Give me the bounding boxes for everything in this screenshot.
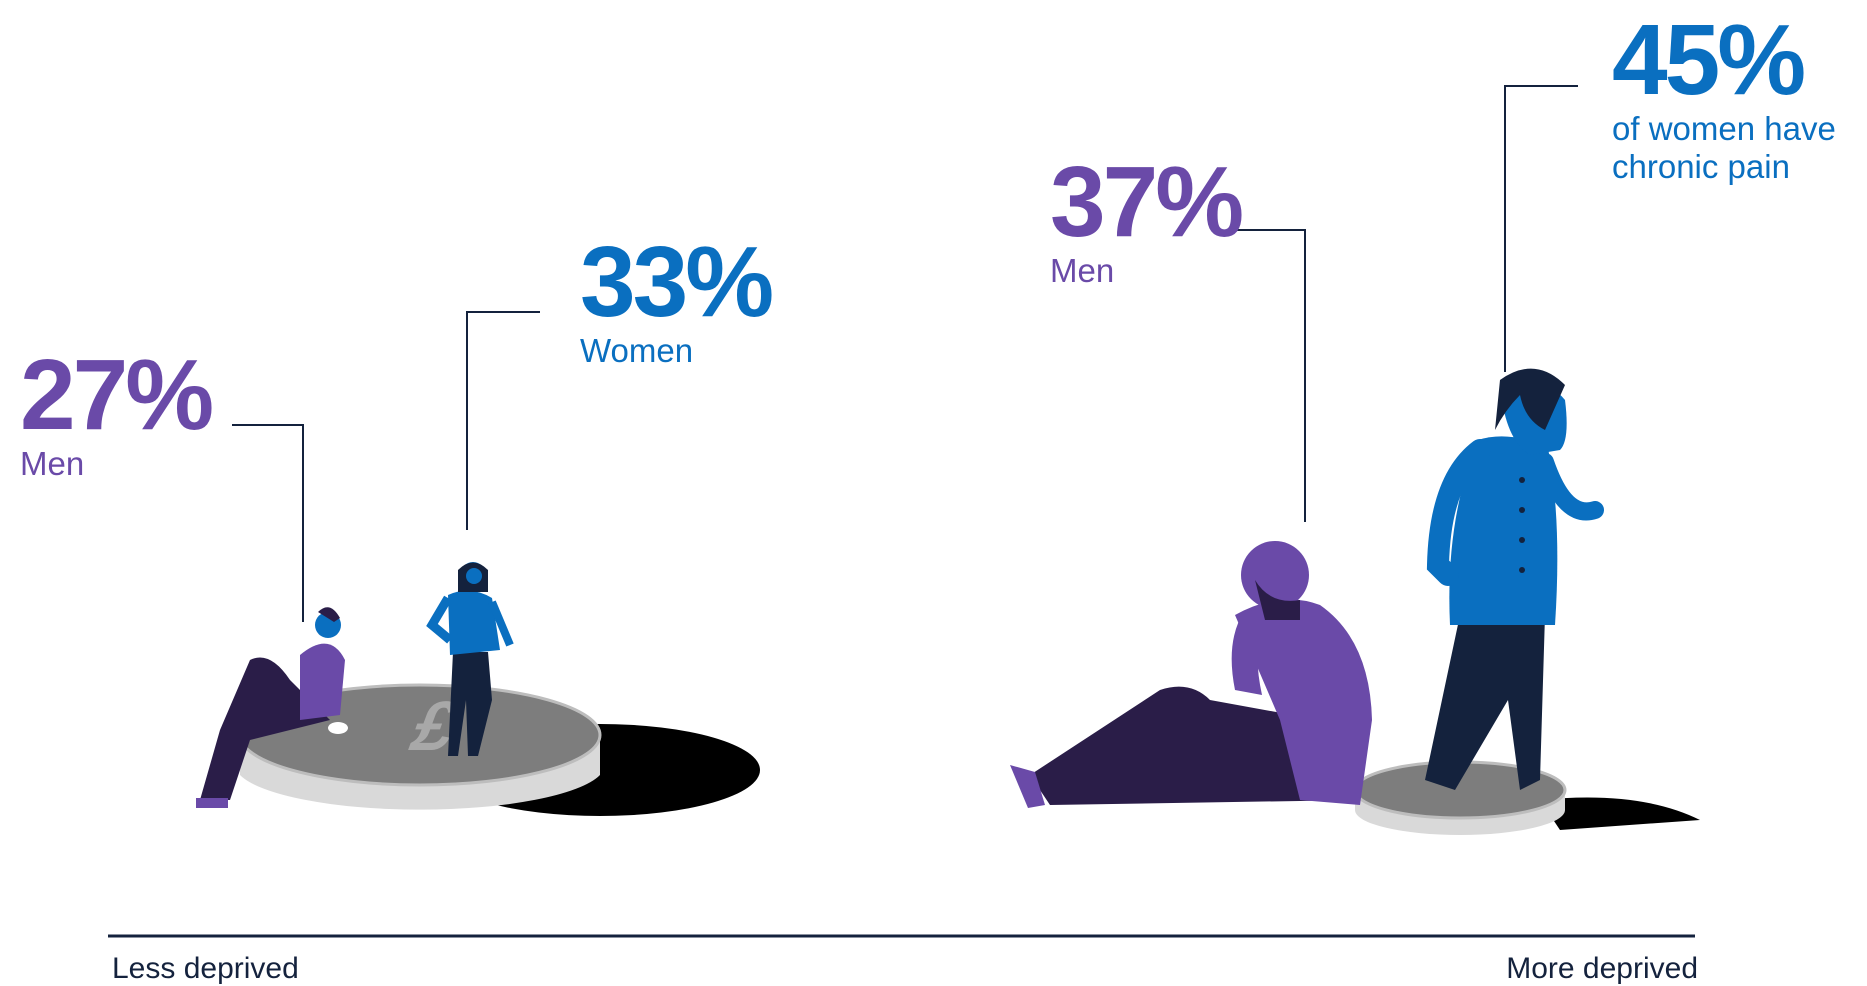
stat-label: Men	[20, 445, 85, 482]
stat-label-line1: of women have	[1612, 110, 1836, 147]
stat-women-less-deprived: 33% Women	[580, 226, 774, 370]
axis-label-less-deprived: Less deprived	[112, 952, 299, 985]
standing-woman-icon	[426, 562, 514, 756]
pound-coin-icon	[1353, 760, 1700, 835]
callout-line-men-more	[1230, 229, 1306, 522]
standing-woman-icon	[1425, 368, 1604, 790]
stat-women-more-deprived: 45% of women have chronic pain	[1612, 10, 1836, 186]
stat-value: 33%	[580, 226, 774, 338]
callout-line-men-less	[232, 424, 304, 622]
stat-value: 27%	[20, 339, 214, 451]
axis-label-more-deprived: More deprived	[1506, 952, 1698, 985]
seated-man-icon	[1010, 541, 1372, 808]
stat-value: 37%	[1050, 146, 1244, 258]
stat-label-line2: chronic pain	[1612, 148, 1790, 185]
stat-men-more-deprived: 37% Men	[1050, 146, 1244, 290]
stat-men-less-deprived: 27% Men	[20, 339, 214, 483]
callout-line-women-more	[1504, 85, 1578, 372]
callout-line-women-less	[466, 311, 540, 530]
stat-label: Men	[1050, 252, 1115, 289]
stat-value: 45%	[1612, 4, 1806, 116]
stat-label: Women	[580, 332, 694, 369]
seated-man-icon	[196, 607, 348, 808]
